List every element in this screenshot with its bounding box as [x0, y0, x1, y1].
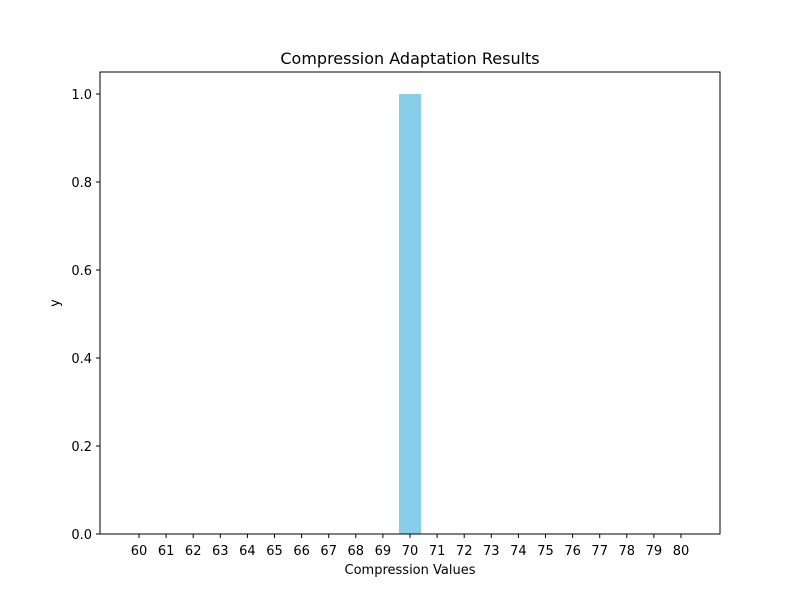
y-tick-label: 1.0: [71, 88, 92, 103]
x-tick-label: 64: [239, 544, 256, 559]
x-tick-label: 71: [429, 544, 446, 559]
x-tick-label: 75: [537, 544, 554, 559]
y-axis: 0.0 0.2 0.4 0.6 0.8 1.0: [71, 88, 100, 543]
x-tick-label: 70: [402, 544, 419, 559]
x-tick-label: 62: [185, 544, 202, 559]
y-tick-label: 0.8: [71, 176, 92, 191]
x-tick-label: 61: [158, 544, 175, 559]
x-axis: 60 61 62 63 64 65 66 67 68 69 70 71 72 73 74 75 76 77 78 79…: [131, 534, 690, 559]
x-tick-label: 69: [375, 544, 392, 559]
y-tick-label: 0.0: [71, 528, 92, 543]
bar-70: [399, 94, 421, 534]
y-tick-label: 0.6: [71, 264, 92, 279]
y-axis-label: y: [48, 299, 63, 307]
x-axis-label: Compression Values: [345, 563, 476, 578]
x-tick-label: 79: [646, 544, 663, 559]
chart-title: Compression Adaptation Results: [280, 49, 539, 68]
x-tick-label: 65: [266, 544, 283, 559]
x-tick-label: 72: [456, 544, 473, 559]
y-tick-label: 0.4: [71, 352, 92, 367]
bars-group: [399, 94, 421, 534]
x-tick-label: 74: [510, 544, 527, 559]
x-tick-label: 77: [591, 544, 608, 559]
x-tick-label: 76: [564, 544, 581, 559]
x-tick-label: 73: [483, 544, 500, 559]
x-tick-label: 78: [619, 544, 636, 559]
x-tick-label: 80: [673, 544, 690, 559]
x-tick-label: 67: [320, 544, 337, 559]
x-tick-label: 68: [348, 544, 365, 559]
x-tick-label: 63: [212, 544, 229, 559]
x-tick-label: 60: [131, 544, 148, 559]
x-tick-label: 66: [293, 544, 310, 559]
y-tick-label: 0.2: [71, 440, 92, 455]
